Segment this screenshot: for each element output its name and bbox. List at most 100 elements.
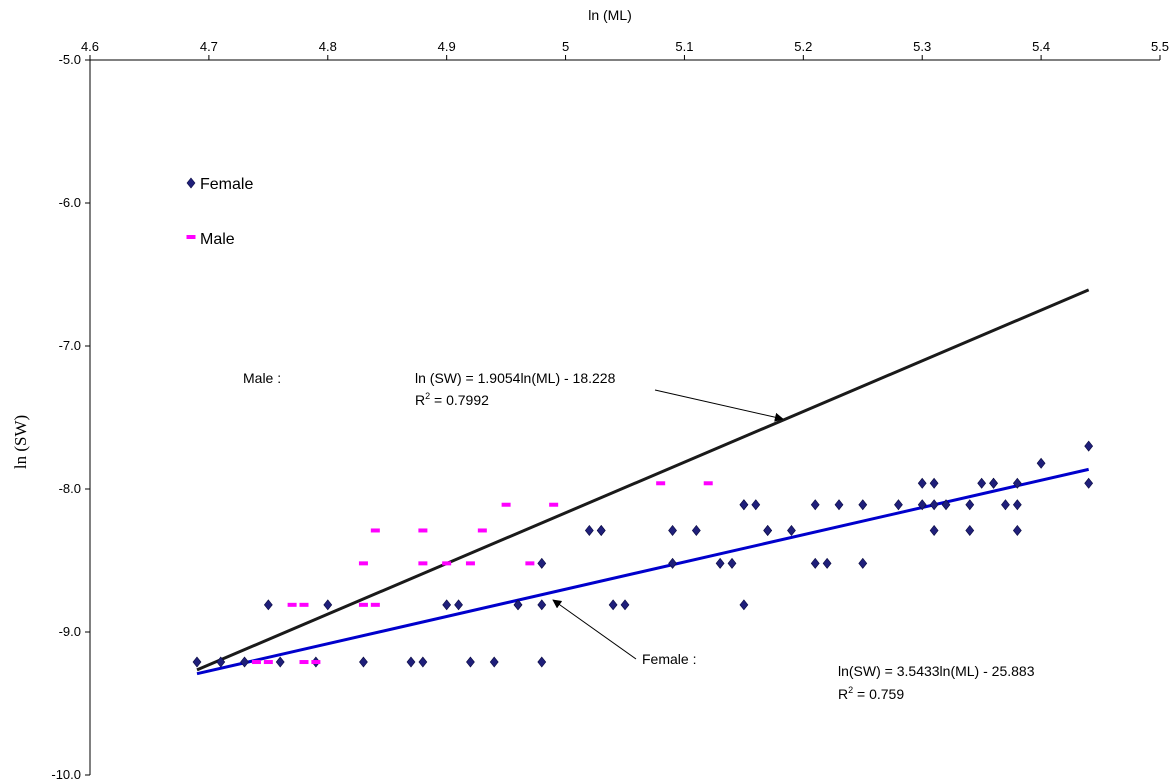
female-point bbox=[822, 557, 832, 569]
male-point bbox=[370, 602, 380, 607]
legend: Female Male bbox=[186, 176, 253, 248]
x-tick-label: 4.6 bbox=[81, 39, 99, 54]
male-point bbox=[442, 561, 452, 566]
female-point bbox=[668, 524, 677, 536]
annotations: Male : ln (SW) = 1.9054ln(ML) - 18.228 R… bbox=[243, 370, 1035, 702]
y-tick-label: -9.0 bbox=[59, 624, 81, 639]
female-point bbox=[584, 524, 594, 536]
female-point bbox=[929, 524, 939, 536]
female-point bbox=[739, 499, 749, 511]
male-point bbox=[525, 561, 535, 566]
male-point bbox=[418, 561, 428, 566]
female-point bbox=[917, 499, 927, 511]
x-tick-group: 4.6 4.7 4.8 4.9 5 5.1 5.2 5.3 5.4 5.5 bbox=[81, 39, 1169, 60]
male-arrow bbox=[654, 389, 784, 422]
female-point bbox=[977, 477, 987, 489]
female-point bbox=[810, 499, 820, 511]
x-tick-label: 5.5 bbox=[1151, 39, 1169, 54]
female-point bbox=[216, 656, 226, 668]
female-point bbox=[620, 599, 630, 611]
female-point bbox=[929, 477, 939, 489]
legend-female-label: Female bbox=[200, 176, 253, 193]
female-point bbox=[941, 499, 951, 511]
female-point bbox=[810, 557, 820, 569]
male-point bbox=[358, 561, 368, 566]
female-point bbox=[1012, 499, 1022, 511]
female-point bbox=[323, 599, 333, 611]
female-point bbox=[965, 524, 975, 536]
legend-male-dash bbox=[186, 235, 196, 239]
legend-male-label: Male bbox=[200, 231, 235, 248]
female-point bbox=[787, 524, 796, 536]
male-point bbox=[299, 660, 309, 665]
trendline-group bbox=[196, 288, 1090, 676]
male-point bbox=[263, 660, 273, 665]
female-point bbox=[418, 656, 428, 668]
female-point bbox=[929, 499, 939, 511]
legend-male-marker bbox=[186, 235, 196, 239]
y-axis-title: ln (SW) bbox=[11, 415, 30, 469]
male-trendline bbox=[196, 467, 1090, 676]
male-equation: ln (SW) = 1.9054ln(ML) - 18.228 bbox=[415, 370, 616, 386]
female-point bbox=[1001, 499, 1010, 511]
female-point bbox=[359, 656, 368, 668]
female-point bbox=[263, 599, 273, 611]
y-tick-label: -7.0 bbox=[59, 338, 81, 353]
male-point bbox=[358, 602, 368, 607]
male-point bbox=[501, 502, 511, 507]
male-point bbox=[656, 481, 666, 486]
male-point bbox=[370, 528, 380, 533]
male-point bbox=[311, 660, 321, 665]
female-point bbox=[489, 656, 499, 668]
x-tick-label: 5.4 bbox=[1032, 39, 1050, 54]
female-point bbox=[406, 656, 416, 668]
female-point bbox=[275, 656, 285, 668]
female-point bbox=[537, 557, 547, 569]
y-tick-label: -10.0 bbox=[51, 767, 81, 781]
female-point bbox=[751, 499, 761, 511]
female-point bbox=[691, 524, 701, 536]
male-r-squared: R2 = 0.7992 bbox=[415, 391, 489, 408]
female-point bbox=[537, 656, 547, 668]
female-equation: ln(SW) = 3.5433ln(ML) - 25.883 bbox=[838, 663, 1035, 679]
female-point bbox=[668, 557, 677, 569]
x-axis: 4.6 4.7 4.8 4.9 5 5.1 5.2 5.3 5.4 5.5 ln (ML) bbox=[81, 7, 1169, 61]
female-point bbox=[537, 599, 547, 611]
female-point bbox=[739, 599, 749, 611]
female-point bbox=[192, 656, 202, 668]
x-tick-label: 5 bbox=[562, 39, 569, 54]
male-point bbox=[418, 528, 428, 533]
x-tick-label: 5.1 bbox=[675, 39, 693, 54]
female-point bbox=[727, 557, 737, 569]
x-tick-label: 4.8 bbox=[319, 39, 337, 54]
data-points bbox=[192, 440, 1094, 668]
female-series-label: Female : bbox=[642, 651, 696, 667]
female-r-squared: R2 = 0.759 bbox=[838, 685, 904, 702]
female-point bbox=[466, 656, 475, 668]
female-point bbox=[834, 499, 844, 511]
male-point bbox=[287, 602, 297, 607]
female-point bbox=[454, 599, 463, 611]
female-point bbox=[1084, 440, 1094, 452]
female-point bbox=[1012, 477, 1022, 489]
y-tick-label: -5.0 bbox=[59, 52, 81, 67]
male-point bbox=[465, 561, 475, 566]
female-point bbox=[1084, 477, 1094, 489]
x-tick-label: 5.2 bbox=[794, 39, 812, 54]
female-point bbox=[763, 524, 773, 536]
legend-female-diamond bbox=[186, 177, 196, 189]
y-tick-label: -6.0 bbox=[59, 195, 81, 210]
female-point bbox=[442, 599, 452, 611]
y-tick-group: -5.0 -6.0 -7.0 -8.0 -9.0 -10.0 bbox=[51, 52, 90, 781]
female-trendline bbox=[196, 288, 1090, 672]
x-axis-title: ln (ML) bbox=[588, 7, 632, 23]
y-tick-label: -8.0 bbox=[59, 481, 81, 496]
male-point bbox=[549, 502, 559, 507]
male-point bbox=[299, 602, 309, 607]
y-axis: -5.0 -6.0 -7.0 -8.0 -9.0 -10.0 ln (SW) bbox=[11, 52, 91, 781]
female-point bbox=[240, 656, 249, 668]
female-point bbox=[858, 557, 868, 569]
x-tick-label: 4.9 bbox=[438, 39, 456, 54]
female-point bbox=[858, 499, 868, 511]
